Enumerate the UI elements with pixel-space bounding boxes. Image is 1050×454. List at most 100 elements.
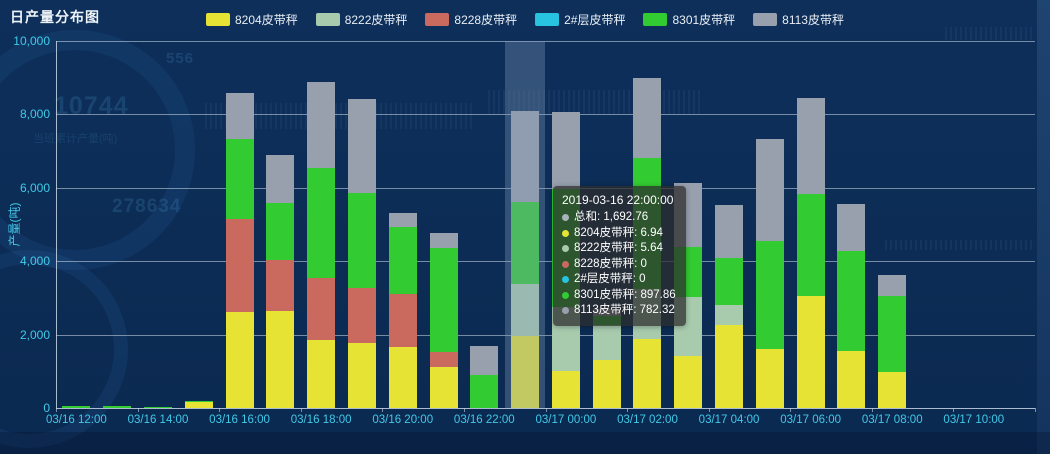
bar-segment-8228皮带秤 (388, 294, 417, 347)
bar-03/16 15:00[interactable] (184, 400, 213, 408)
x-axis-tick-label: 03/17 06:00 (780, 414, 842, 426)
x-axis-tick (382, 408, 384, 412)
bar-segment-8204皮带秤 (511, 335, 540, 408)
bar-03/17 07:00[interactable] (837, 203, 866, 408)
legend-swatch-icon (206, 13, 231, 26)
bar-segment-8113皮带秤 (347, 99, 376, 194)
bar-03/16 22:00[interactable] (470, 345, 499, 408)
bar-segment-8301皮带秤 (551, 188, 580, 308)
x-axis-tick-label: 03/17 10:00 (943, 414, 1005, 426)
legend-item-8228皮带秤[interactable]: 8228皮带秤 (425, 11, 517, 28)
y-axis-tick-label: 6,000 (19, 180, 50, 195)
bar-segment-8113皮带秤 (592, 308, 621, 316)
bar-segment-8222皮带秤 (592, 325, 621, 361)
bar-segment-8301皮带秤 (511, 202, 540, 285)
legend-item-8113皮带秤[interactable]: 8113皮带秤 (753, 11, 844, 28)
bar-segment-8301皮带秤 (715, 257, 744, 306)
bar-03/16 19:00[interactable] (347, 99, 376, 408)
bar-03/17 06:00[interactable] (796, 97, 825, 408)
x-axis-tick-label: 03/17 02:00 (617, 414, 678, 426)
legend-item-8301皮带秤[interactable]: 8301皮带秤 (643, 11, 735, 28)
legend-swatch-icon (535, 13, 560, 26)
x-axis-tick-label: 03/16 16:00 (209, 414, 270, 426)
x-axis-tick (953, 408, 955, 412)
bar-segment-8301皮带秤 (103, 406, 132, 408)
background-bottom-strip (0, 432, 1050, 454)
bar-03/17 01:00[interactable] (592, 308, 621, 408)
bar-03/17 02:00[interactable] (633, 78, 662, 408)
bar-segment-8204皮带秤 (388, 346, 417, 408)
bar-03/17 03:00[interactable] (674, 183, 703, 408)
bar-03/16 14:00[interactable] (143, 407, 172, 408)
bar-segment-8301皮带秤 (796, 193, 825, 297)
bar-segment-8204皮带秤 (225, 312, 254, 408)
bar-segment-8113皮带秤 (755, 138, 784, 241)
bar-segment-8204皮带秤 (755, 348, 784, 408)
background-artifact (945, 27, 1035, 40)
background-gauge-caption: 当班累计产量(吨) (33, 133, 118, 145)
legend-item-label: 8301皮带秤 (672, 13, 736, 27)
bar-segment-8113皮带秤 (837, 203, 866, 251)
legend-swatch-icon (643, 13, 668, 26)
bar-segment-8204皮带秤 (429, 366, 458, 408)
bar-segment-8204皮带秤 (470, 407, 499, 408)
x-axis-tick-label: 03/16 12:00 (46, 414, 107, 426)
bar-segment-8113皮带秤 (307, 82, 336, 168)
legend-item-2#层皮带秤[interactable]: 2#层皮带秤 (535, 11, 625, 28)
page-title: 日产量分布图 (10, 9, 100, 25)
x-axis-tick-label: 03/17 00:00 (535, 414, 597, 426)
bar-segment-8301皮带秤 (62, 405, 91, 408)
bar-segment-8113皮带秤 (225, 93, 254, 139)
y-axis-tick-label: 10,000 (13, 34, 50, 48)
bar-segment-8204皮带秤 (347, 342, 376, 408)
bar-segment-8301皮带秤 (755, 240, 784, 349)
bar-03/16 12:00[interactable] (62, 405, 91, 408)
bar-03/16 18:00[interactable] (307, 82, 336, 408)
bar-03/17 00:00[interactable] (551, 111, 580, 408)
bar-segment-8301皮带秤 (837, 250, 866, 351)
legend-item-8204皮带秤[interactable]: 8204皮带秤 (206, 11, 298, 28)
bar-segment-8113皮带秤 (511, 111, 540, 203)
bar-segment-8204皮带秤 (837, 350, 866, 408)
bar-segment-8113皮带秤 (470, 345, 499, 375)
bar-segment-8113皮带秤 (796, 97, 825, 194)
bar-03/17 04:00[interactable] (715, 205, 744, 408)
legend-item-label: 2#层皮带秤 (564, 13, 626, 27)
bar-03/17 08:00[interactable] (878, 274, 907, 408)
bar-segment-8228皮带秤 (225, 218, 254, 313)
bar-segment-8113皮带秤 (633, 78, 662, 158)
bar-segment-8204皮带秤 (184, 402, 213, 408)
x-axis-tick (627, 408, 629, 412)
gridline-6000 (56, 187, 1035, 189)
bar-segment-8301皮带秤 (429, 247, 458, 352)
legend-item-label: 8228皮带秤 (454, 13, 518, 27)
legend: 8204皮带秤 8222皮带秤 8228皮带秤 2#层皮带秤 8301皮带秤 8113皮带… (206, 11, 844, 28)
bar-segment-8113皮带秤 (715, 205, 744, 258)
y-axis-name: 产量(吨) (7, 202, 22, 247)
bar-segment-8113皮带秤 (551, 111, 580, 189)
bar-segment-8204皮带秤 (307, 339, 336, 408)
y-axis-tick-label: 4,000 (19, 254, 50, 269)
background-gauge-secondary-value: 278634 (112, 196, 182, 217)
bar-segment-8222皮带秤 (551, 307, 580, 372)
bar-segment-8228皮带秤 (307, 278, 336, 340)
legend-swatch-icon (753, 13, 778, 26)
bar-03/16 21:00[interactable] (429, 232, 458, 408)
bar-03/16 20:00[interactable] (388, 213, 417, 408)
bar-segment-8204皮带秤 (674, 355, 703, 408)
bar-segment-8301皮带秤 (266, 203, 295, 260)
bar-03/16 23:00[interactable] (511, 111, 540, 408)
bar-segment-8301皮带秤 (470, 374, 499, 408)
bar-segment-8301皮带秤 (184, 400, 213, 403)
legend-swatch-icon (315, 13, 340, 26)
bar-segment-8301皮带秤 (633, 157, 662, 290)
bar-03/16 13:00[interactable] (103, 406, 132, 408)
bar-03/16 16:00[interactable] (225, 93, 254, 408)
x-axis-tick (56, 408, 57, 412)
legend-item-8222皮带秤[interactable]: 8222皮带秤 (315, 11, 407, 28)
background-artifact (885, 240, 1035, 250)
bar-03/17 05:00[interactable] (755, 138, 784, 408)
bar-03/16 17:00[interactable] (266, 154, 295, 408)
bar-segment-8301皮带秤 (674, 246, 703, 298)
